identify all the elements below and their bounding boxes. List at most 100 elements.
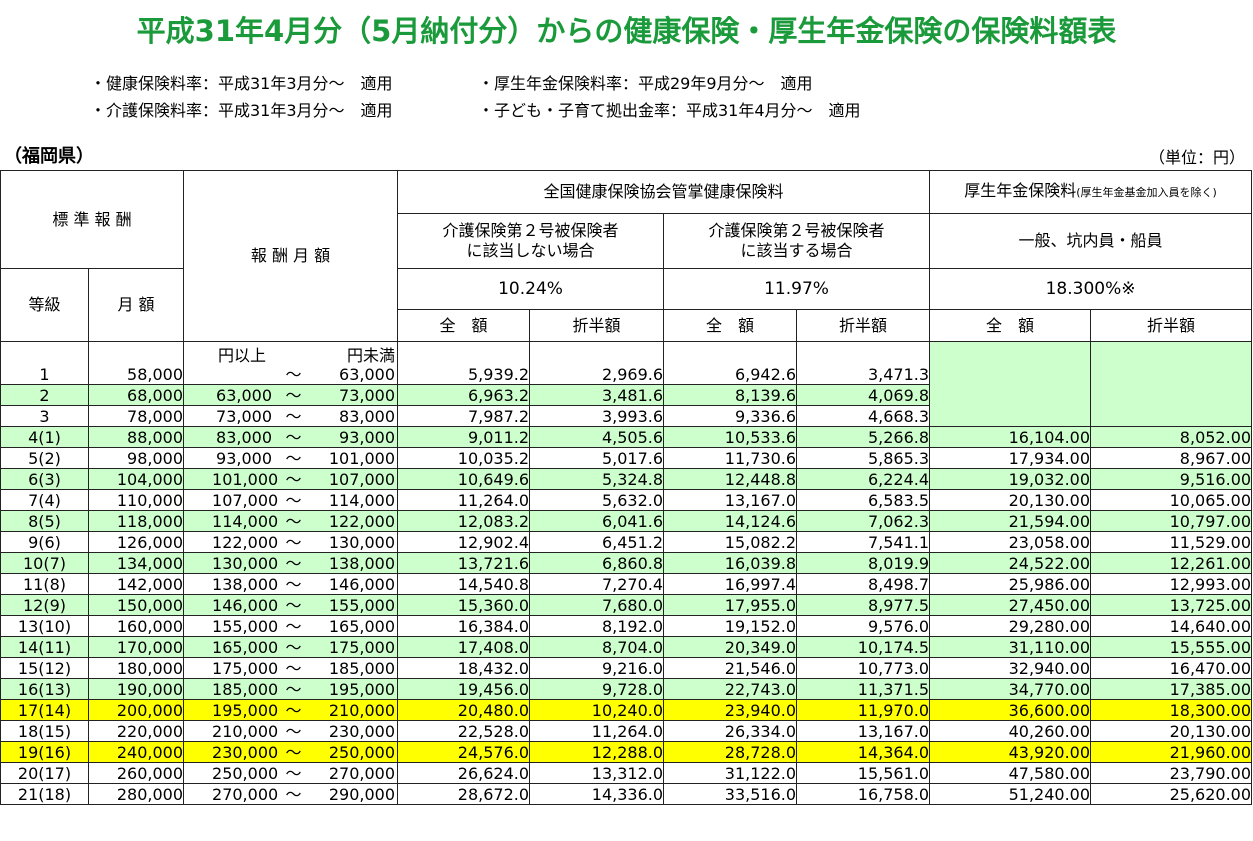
cell-health-half: 11,264.0 bbox=[529, 720, 665, 742]
cell-pension-full: 24,522.00 bbox=[929, 552, 1092, 574]
range-values: 146,000 ～ 155,000 bbox=[185, 596, 397, 615]
range-from: 107,000 bbox=[212, 491, 279, 510]
range-to: 63,000 bbox=[339, 365, 396, 384]
range-to: 130,000 bbox=[328, 533, 396, 552]
cell-pension-full: 36,600.00 bbox=[929, 699, 1092, 721]
table-row: 8(5) 118,000 114,000 ～ 122,000 12,083.2 6,041.… bbox=[0, 510, 1253, 532]
range-values: 195,000 ～ 210,000 bbox=[185, 701, 397, 720]
cell-pension-full: 23,058.00 bbox=[929, 531, 1092, 553]
table-row: 14(11) 170,000 165,000 ～ 175,000 17,408.0 8,70… bbox=[0, 636, 1253, 658]
table-row: 12(9) 150,000 146,000 ～ 155,000 15,360.0 7,680… bbox=[0, 594, 1253, 616]
cell-salary-range: 円以上 円未満 ～ 63,000 bbox=[183, 341, 399, 385]
cell-health-half: 7,270.4 bbox=[529, 573, 665, 595]
header-kyokai: 全国健康保険協会管掌健康保険料 bbox=[397, 170, 931, 214]
range-to: 122,000 bbox=[328, 512, 396, 531]
cell-health-full: 26,624.0 bbox=[397, 762, 531, 784]
table-row: 17(14) 200,000 195,000 ～ 210,000 20,480.0 10,2… bbox=[0, 699, 1253, 721]
cell-monthly: 280,000 bbox=[87, 783, 185, 805]
table-row: 20(17) 260,000 250,000 ～ 270,000 26,624.0 13,3… bbox=[0, 762, 1253, 784]
cell-pension-full: 20,130.00 bbox=[929, 489, 1092, 511]
header-full-1: 全 額 bbox=[397, 309, 531, 342]
range-from: 146,000 bbox=[212, 596, 279, 615]
cell-pension-full: 34,770.00 bbox=[929, 678, 1092, 700]
cell-pension-half: 13,725.00 bbox=[1090, 594, 1253, 616]
cell-pension-full: 29,280.00 bbox=[929, 615, 1092, 637]
cell-grade: 7(4) bbox=[0, 489, 89, 511]
range-tilde: ～ bbox=[285, 785, 302, 804]
range-values: 210,000 ～ 230,000 bbox=[185, 722, 397, 741]
cell-pension-half: 23,790.00 bbox=[1090, 762, 1253, 784]
range-tilde: ～ bbox=[285, 680, 302, 699]
cell-nursing-half: 3,471.3 bbox=[796, 341, 931, 385]
cell-health-full: 7,987.2 bbox=[397, 405, 531, 427]
range-to: 250,000 bbox=[328, 743, 396, 762]
cell-monthly: 260,000 bbox=[87, 762, 185, 784]
range-values: 107,000 ～ 114,000 bbox=[185, 491, 397, 510]
range-values: 101,000 ～ 107,000 bbox=[185, 470, 397, 489]
table-row: 9(6) 126,000 122,000 ～ 130,000 12,902.4 6,451.… bbox=[0, 531, 1253, 553]
header-monthly: 月 額 bbox=[87, 268, 185, 342]
range-from: 93,000 bbox=[216, 449, 273, 468]
cell-nursing-half: 11,371.5 bbox=[796, 678, 931, 700]
cell-health-full: 6,963.2 bbox=[397, 384, 531, 406]
range-tilde: ～ bbox=[285, 554, 302, 573]
range-values: 138,000 ～ 146,000 bbox=[185, 575, 397, 594]
cell-monthly: 200,000 bbox=[87, 699, 185, 721]
cell-salary-range: 230,000 ～ 250,000 bbox=[183, 741, 399, 763]
unit-label: （単位：円） bbox=[1148, 148, 1245, 167]
range-from: 101,000 bbox=[212, 470, 279, 489]
range-from: 114,000 bbox=[212, 512, 279, 531]
cell-pension-full-merged bbox=[929, 341, 1092, 427]
cell-pension-full: 16,104.00 bbox=[929, 426, 1092, 448]
cell-nursing-half: 8,498.7 bbox=[796, 573, 931, 595]
unit-yen-to: 円未満 bbox=[347, 346, 396, 365]
range-values: 63,000 ～ 73,000 bbox=[185, 386, 397, 405]
cell-health-half: 10,240.0 bbox=[529, 699, 665, 721]
cell-pension-half: 9,516.00 bbox=[1090, 468, 1253, 490]
cell-grade: 9(6) bbox=[0, 531, 89, 553]
cell-pension-half: 16,470.00 bbox=[1090, 657, 1253, 679]
cell-monthly: 170,000 bbox=[87, 636, 185, 658]
range-from: 73,000 bbox=[216, 407, 273, 426]
range-to: 185,000 bbox=[328, 659, 396, 678]
header-standard: 標 準 報 酬 bbox=[0, 170, 185, 269]
cell-pension-full: 19,032.00 bbox=[929, 468, 1092, 490]
cell-nursing-full: 16,997.4 bbox=[663, 573, 798, 595]
table-row: 6(3) 104,000 101,000 ～ 107,000 10,649.6 5,324.… bbox=[0, 468, 1253, 490]
rate-notes: ・健康保険料率：平成31年3月分～ 適用 ・厚生年金保険料率：平成29年9月分～… bbox=[90, 70, 861, 124]
range-values: 165,000 ～ 175,000 bbox=[185, 638, 397, 657]
cell-monthly: 58,000 bbox=[87, 341, 185, 385]
range-from: 175,000 bbox=[212, 659, 279, 678]
header-full-3: 全 額 bbox=[929, 309, 1092, 342]
premium-table: 標 準 報 酬 報 酬 月 額 全国健康保険協会管掌健康保険料 厚生年金保険料(… bbox=[0, 170, 1253, 805]
note-row-2: ・介護保険料率：平成31年3月分～ 適用 ・子ども・子育て拠出金率：平成31年4… bbox=[90, 97, 861, 124]
cell-nursing-half: 10,773.0 bbox=[796, 657, 931, 679]
range-from: 155,000 bbox=[212, 617, 279, 636]
cell-pension-full: 51,240.00 bbox=[929, 783, 1092, 805]
rate-with-nursing: 11.97% bbox=[663, 268, 931, 310]
header-pension-main: 厚生年金保険料 bbox=[964, 181, 1077, 200]
range-from: 210,000 bbox=[212, 722, 279, 741]
cell-monthly: 180,000 bbox=[87, 657, 185, 679]
cell-nursing-full: 19,152.0 bbox=[663, 615, 798, 637]
range-from bbox=[212, 365, 272, 384]
cell-nursing-full: 23,940.0 bbox=[663, 699, 798, 721]
range-tilde: ～ bbox=[285, 386, 302, 405]
range-tilde: ～ bbox=[285, 659, 302, 678]
cell-grade: 11(8) bbox=[0, 573, 89, 595]
range-tilde: ～ bbox=[285, 575, 302, 594]
cell-salary-range: 93,000 ～ 101,000 bbox=[183, 447, 399, 469]
range-tilde: ～ bbox=[285, 638, 302, 657]
cell-nursing-full: 20,349.0 bbox=[663, 636, 798, 658]
rate-no-nursing: 10.24% bbox=[397, 268, 665, 310]
cell-salary-range: 175,000 ～ 185,000 bbox=[183, 657, 399, 679]
prefecture-label: （福岡県） bbox=[4, 146, 94, 167]
cell-health-half: 7,680.0 bbox=[529, 594, 665, 616]
cell-nursing-full: 33,516.0 bbox=[663, 783, 798, 805]
cell-grade: 2 bbox=[0, 384, 89, 406]
cell-health-full: 13,721.6 bbox=[397, 552, 531, 574]
cell-pension-half: 14,640.00 bbox=[1090, 615, 1253, 637]
range-from: 250,000 bbox=[212, 764, 279, 783]
range-from: 138,000 bbox=[212, 575, 279, 594]
cell-health-half: 5,017.6 bbox=[529, 447, 665, 469]
